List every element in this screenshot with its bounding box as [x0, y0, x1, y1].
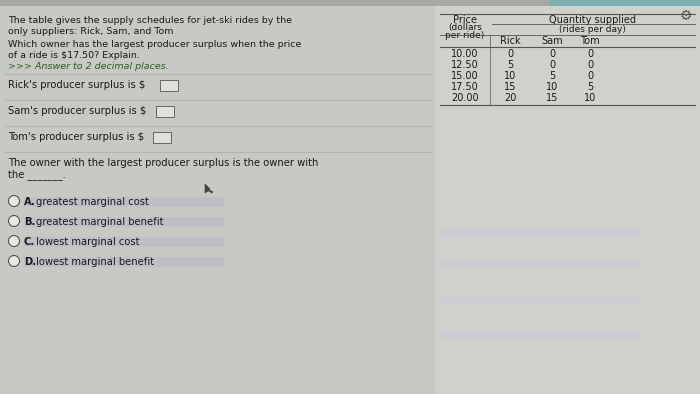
Bar [24, 197, 224, 207]
Text: 10.00: 10.00 [452, 49, 479, 59]
Text: 10: 10 [546, 82, 558, 92]
Circle shape [8, 236, 20, 247]
Bar [0, 6, 435, 394]
Text: Price: Price [453, 15, 477, 25]
Text: ⚙: ⚙ [680, 9, 692, 23]
Text: 0: 0 [587, 49, 593, 59]
Bar [440, 295, 640, 303]
Bar [440, 260, 640, 268]
Text: The owner with the largest producer surplus is the owner with: The owner with the largest producer surp… [8, 158, 318, 168]
Text: of a ride is $17.50? Explain.: of a ride is $17.50? Explain. [8, 51, 140, 60]
Text: >>> Answer to 2 decimal places.: >>> Answer to 2 decimal places. [8, 62, 169, 71]
Text: Tom's producer surplus is $: Tom's producer surplus is $ [8, 132, 144, 142]
Text: 15: 15 [546, 93, 558, 103]
Bar [440, 330, 640, 338]
Text: Which owner has the largest producer surplus when the price: Which owner has the largest producer sur… [8, 40, 302, 49]
Bar [24, 257, 224, 267]
Circle shape [8, 255, 20, 266]
Text: The table gives the supply schedules for jet-ski rides by the: The table gives the supply schedules for… [8, 16, 292, 25]
Text: lowest marginal benefit: lowest marginal benefit [36, 257, 154, 267]
Text: 5: 5 [549, 71, 555, 81]
Bar [0, 0, 700, 6]
Bar [435, 6, 700, 394]
Text: 17.50: 17.50 [451, 82, 479, 92]
Text: B.: B. [24, 217, 36, 227]
Text: Quantity supplied: Quantity supplied [549, 15, 636, 25]
Text: 15: 15 [504, 82, 516, 92]
Text: 0: 0 [587, 71, 593, 81]
Text: 10: 10 [584, 93, 596, 103]
Polygon shape [205, 184, 213, 193]
Text: per ride): per ride) [445, 31, 484, 40]
Text: A.: A. [24, 197, 36, 207]
Text: 0: 0 [587, 60, 593, 70]
Text: Rick: Rick [500, 36, 520, 46]
Text: the _______.: the _______. [8, 169, 66, 180]
Text: 5: 5 [507, 60, 513, 70]
Bar [153, 132, 171, 143]
Text: 5: 5 [587, 82, 593, 92]
Text: greatest marginal benefit: greatest marginal benefit [36, 217, 164, 227]
Text: Sam: Sam [541, 36, 563, 46]
Bar [24, 217, 224, 227]
Bar [550, 0, 700, 6]
Bar [24, 237, 224, 247]
Text: lowest marginal cost: lowest marginal cost [36, 237, 139, 247]
Text: Sam's producer surplus is $: Sam's producer surplus is $ [8, 106, 146, 116]
Text: 20: 20 [504, 93, 516, 103]
Text: 0: 0 [549, 60, 555, 70]
Bar [156, 106, 174, 117]
Circle shape [8, 195, 20, 206]
Text: only suppliers: Rick, Sam, and Tom: only suppliers: Rick, Sam, and Tom [8, 27, 174, 36]
Text: 12.50: 12.50 [451, 60, 479, 70]
Bar [440, 230, 640, 238]
Text: C.: C. [24, 237, 35, 247]
Text: Rick's producer surplus is $: Rick's producer surplus is $ [8, 80, 146, 90]
Text: D.: D. [24, 257, 36, 267]
Text: 0: 0 [507, 49, 513, 59]
Text: 0: 0 [549, 49, 555, 59]
Text: 20.00: 20.00 [452, 93, 479, 103]
Bar [160, 80, 178, 91]
Text: 10: 10 [504, 71, 516, 81]
Text: 15.00: 15.00 [452, 71, 479, 81]
Text: (rides per day): (rides per day) [559, 25, 626, 34]
Text: (dollars: (dollars [448, 23, 482, 32]
Circle shape [8, 216, 20, 227]
Text: Tom: Tom [580, 36, 600, 46]
Text: greatest marginal cost: greatest marginal cost [36, 197, 149, 207]
